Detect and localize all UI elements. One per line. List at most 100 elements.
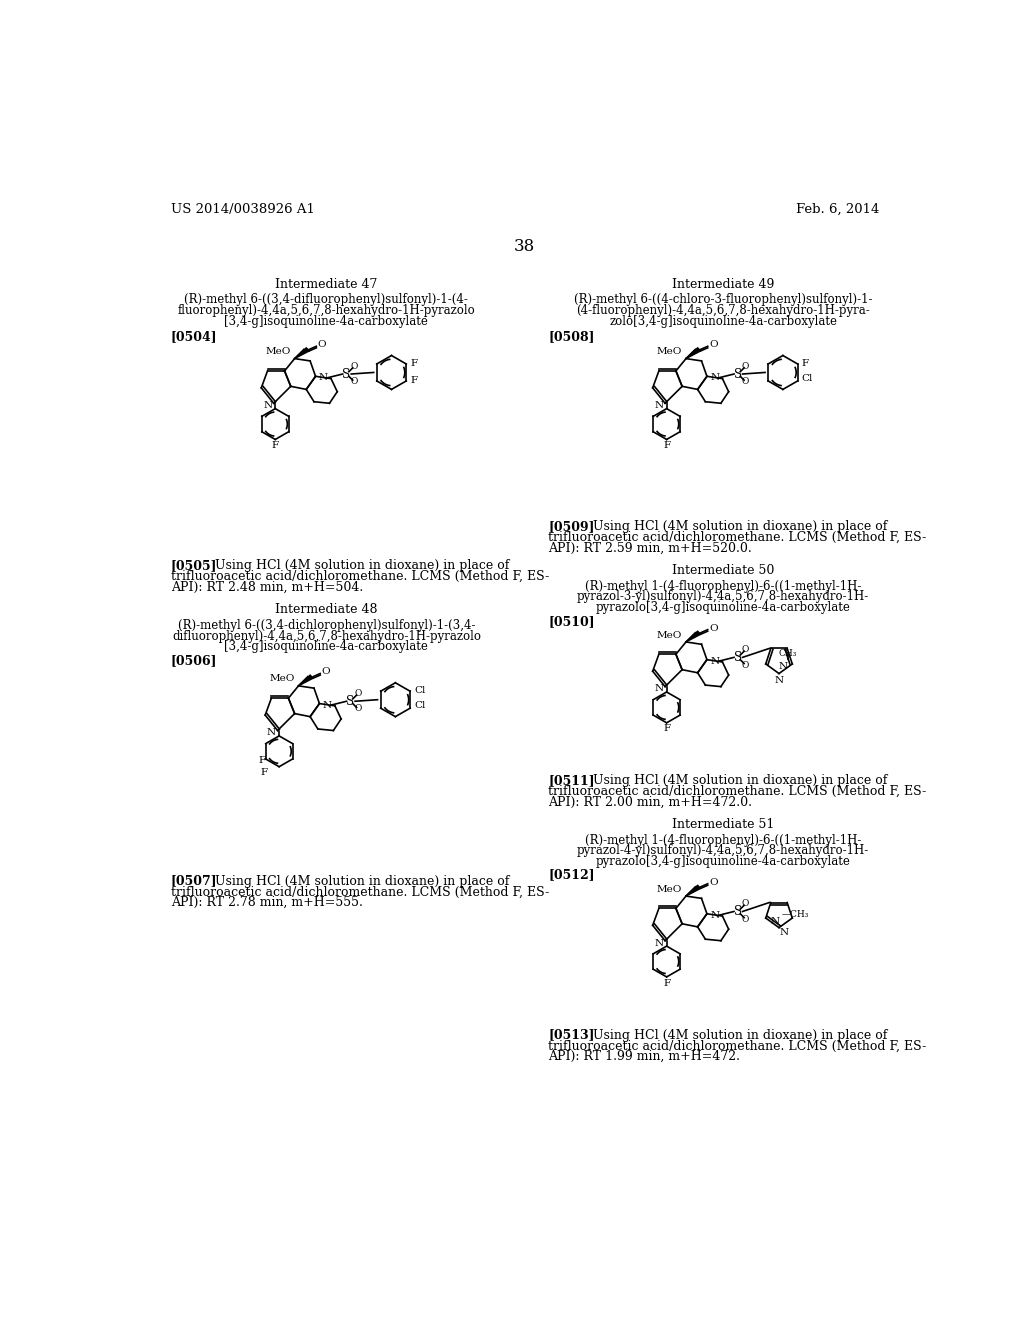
Text: 38: 38 — [514, 238, 536, 255]
Text: Intermediate 47: Intermediate 47 — [275, 277, 378, 290]
Text: [3,4-g]isoquinoline-4a-carboxylate: [3,4-g]isoquinoline-4a-carboxylate — [224, 314, 428, 327]
Text: zolo[3,4-g]isoquinoline-4a-carboxylate: zolo[3,4-g]isoquinoline-4a-carboxylate — [609, 314, 838, 327]
Text: N: N — [654, 401, 664, 411]
Text: [0507]: [0507] — [171, 875, 217, 887]
Text: [3,4-g]isoquinoline-4a-carboxylate: [3,4-g]isoquinoline-4a-carboxylate — [224, 640, 428, 653]
Text: O: O — [742, 362, 750, 371]
Text: CH₃: CH₃ — [778, 648, 797, 657]
Text: Intermediate 49: Intermediate 49 — [672, 277, 774, 290]
Text: (R)-methyl 1-(4-fluorophenyl)-6-((1-methyl-1H-: (R)-methyl 1-(4-fluorophenyl)-6-((1-meth… — [585, 834, 861, 846]
Text: N: N — [263, 401, 272, 411]
Text: trifluoroacetic acid/dichloromethane. LCMS (Method F, ES-: trifluoroacetic acid/dichloromethane. LC… — [171, 570, 549, 582]
Text: O: O — [710, 341, 718, 350]
Polygon shape — [686, 886, 700, 896]
Text: trifluoroacetic acid/dichloromethane. LCMS (Method F, ES-: trifluoroacetic acid/dichloromethane. LC… — [548, 785, 927, 799]
Text: [0509]: [0509] — [548, 520, 595, 533]
Text: N: N — [654, 939, 664, 948]
Text: API): RT 2.78 min, m+H=555.: API): RT 2.78 min, m+H=555. — [171, 896, 362, 909]
Text: (R)-methyl 6-((4-chloro-3-fluorophenyl)sulfonyl)-1-: (R)-methyl 6-((4-chloro-3-fluorophenyl)s… — [573, 293, 872, 306]
Text: fluorophenyl)-4,4a,5,6,7,8-hexahydro-1H-pyrazolo: fluorophenyl)-4,4a,5,6,7,8-hexahydro-1H-… — [177, 304, 475, 317]
Text: [0506]: [0506] — [171, 655, 217, 668]
Text: (4-fluorophenyl)-4,4a,5,6,7,8-hexahydro-1H-pyra-: (4-fluorophenyl)-4,4a,5,6,7,8-hexahydro-… — [577, 304, 870, 317]
Text: F: F — [664, 978, 670, 987]
Text: O: O — [354, 705, 361, 713]
Text: API): RT 2.48 min, m+H=504.: API): RT 2.48 min, m+H=504. — [171, 581, 362, 594]
Text: S: S — [342, 367, 350, 380]
Text: F: F — [271, 441, 279, 450]
Text: MeO: MeO — [265, 347, 291, 356]
Text: pyrazol-3-yl)sulfonyl)-4,4a,5,6,7,8-hexahydro-1H-: pyrazol-3-yl)sulfonyl)-4,4a,5,6,7,8-hexa… — [578, 590, 869, 603]
Text: [0511]: [0511] — [548, 775, 595, 788]
Text: O: O — [742, 645, 750, 655]
Text: O: O — [350, 378, 358, 387]
Text: F: F — [664, 725, 670, 734]
Text: O: O — [710, 878, 718, 887]
Text: MeO: MeO — [269, 675, 295, 684]
Text: O: O — [742, 915, 750, 924]
Text: N: N — [710, 657, 719, 665]
Text: O: O — [710, 623, 718, 632]
Polygon shape — [686, 631, 700, 642]
Text: S: S — [734, 906, 742, 917]
Text: O: O — [322, 668, 331, 676]
Polygon shape — [686, 348, 700, 359]
Text: Cl: Cl — [414, 686, 425, 694]
Text: Using HCl (4M solution in dioxane) in place of: Using HCl (4M solution in dioxane) in pl… — [593, 775, 888, 788]
Text: S: S — [734, 651, 742, 664]
Text: MeO: MeO — [656, 631, 682, 639]
Text: Using HCl (4M solution in dioxane) in place of: Using HCl (4M solution in dioxane) in pl… — [593, 1028, 888, 1041]
Text: MeO: MeO — [656, 884, 682, 894]
Text: pyrazolo[3,4-g]isoquinoline-4a-carboxylate: pyrazolo[3,4-g]isoquinoline-4a-carboxyla… — [596, 855, 851, 869]
Text: trifluoroacetic acid/dichloromethane. LCMS (Method F, ES-: trifluoroacetic acid/dichloromethane. LC… — [548, 1039, 927, 1052]
Polygon shape — [299, 675, 313, 686]
Text: (R)-methyl 1-(4-fluorophenyl)-6-((1-methyl-1H-: (R)-methyl 1-(4-fluorophenyl)-6-((1-meth… — [585, 579, 861, 593]
Text: Cl: Cl — [414, 701, 425, 710]
Text: Intermediate 48: Intermediate 48 — [275, 603, 378, 616]
Text: N: N — [710, 374, 719, 383]
Text: [0513]: [0513] — [548, 1028, 595, 1041]
Text: Intermediate 51: Intermediate 51 — [672, 818, 774, 832]
Text: (R)-methyl 6-((3,4-difluorophenyl)sulfonyl)-1-(4-: (R)-methyl 6-((3,4-difluorophenyl)sulfon… — [184, 293, 468, 306]
Text: (R)-methyl 6-((3,4-dichlorophenyl)sulfonyl)-1-(3,4-: (R)-methyl 6-((3,4-dichlorophenyl)sulfon… — [177, 619, 475, 632]
Text: pyrazol-4-yl)sulfonyl)-4,4a,5,6,7,8-hexahydro-1H-: pyrazol-4-yl)sulfonyl)-4,4a,5,6,7,8-hexa… — [578, 845, 869, 858]
Text: Using HCl (4M solution in dioxane) in place of: Using HCl (4M solution in dioxane) in pl… — [593, 520, 888, 533]
Text: N: N — [318, 374, 328, 383]
Text: API): RT 2.59 min, m+H=520.0.: API): RT 2.59 min, m+H=520.0. — [548, 543, 752, 554]
Text: O: O — [350, 362, 358, 371]
Text: F: F — [260, 768, 267, 777]
Text: API): RT 1.99 min, m+H=472.: API): RT 1.99 min, m+H=472. — [548, 1051, 740, 1063]
Text: [0510]: [0510] — [548, 615, 595, 628]
Polygon shape — [295, 348, 309, 359]
Text: pyrazolo[3,4-g]isoquinoline-4a-carboxylate: pyrazolo[3,4-g]isoquinoline-4a-carboxyla… — [596, 601, 851, 614]
Text: N: N — [778, 661, 787, 671]
Text: API): RT 2.00 min, m+H=472.0.: API): RT 2.00 min, m+H=472.0. — [548, 796, 752, 809]
Text: O: O — [742, 660, 750, 669]
Text: O: O — [742, 899, 750, 908]
Text: O: O — [317, 341, 327, 350]
Text: trifluoroacetic acid/dichloromethane. LCMS (Method F, ES-: trifluoroacetic acid/dichloromethane. LC… — [548, 531, 927, 544]
Text: [0512]: [0512] — [548, 869, 595, 882]
Text: difluorophenyl)-4,4a,5,6,7,8-hexahydro-1H-pyrazolo: difluorophenyl)-4,4a,5,6,7,8-hexahydro-1… — [172, 630, 481, 643]
Text: Intermediate 50: Intermediate 50 — [672, 564, 774, 577]
Text: F: F — [802, 359, 809, 368]
Text: —CH₃: —CH₃ — [781, 911, 809, 920]
Text: N: N — [654, 685, 664, 693]
Text: Using HCl (4M solution in dioxane) in place of: Using HCl (4M solution in dioxane) in pl… — [215, 558, 509, 572]
Text: [0505]: [0505] — [171, 558, 217, 572]
Text: S: S — [734, 367, 742, 380]
Text: [0504]: [0504] — [171, 330, 217, 343]
Text: N: N — [267, 729, 276, 738]
Text: Feb. 6, 2014: Feb. 6, 2014 — [797, 203, 880, 216]
Text: F: F — [410, 359, 417, 368]
Text: N: N — [710, 911, 719, 920]
Text: O: O — [354, 689, 361, 698]
Text: Using HCl (4M solution in dioxane) in place of: Using HCl (4M solution in dioxane) in pl… — [215, 875, 509, 887]
Text: N: N — [774, 676, 783, 685]
Text: MeO: MeO — [656, 347, 682, 356]
Text: F: F — [664, 441, 670, 450]
Text: trifluoroacetic acid/dichloromethane. LCMS (Method F, ES-: trifluoroacetic acid/dichloromethane. LC… — [171, 886, 549, 899]
Text: N: N — [323, 701, 332, 710]
Text: F: F — [258, 756, 265, 766]
Text: N: N — [779, 928, 788, 937]
Text: N: N — [770, 916, 779, 925]
